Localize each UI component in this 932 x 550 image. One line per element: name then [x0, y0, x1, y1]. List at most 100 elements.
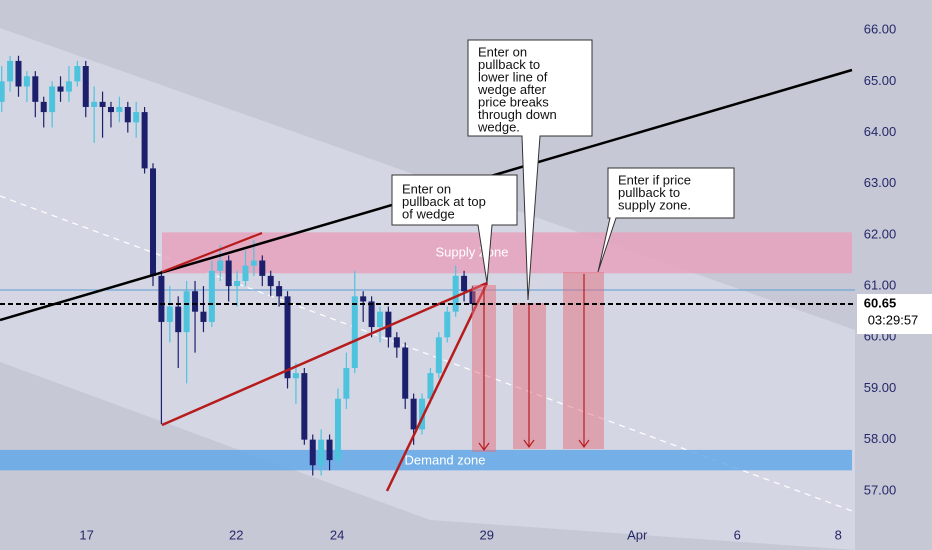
- y-tick-label: 64.00: [864, 124, 897, 139]
- candle-body: [166, 306, 173, 322]
- callout-text: through down: [478, 107, 557, 122]
- x-tick-label: 17: [79, 527, 93, 542]
- y-tick-label: 65.00: [864, 73, 897, 88]
- candle-body: [15, 60, 22, 87]
- candle-body: [116, 106, 123, 113]
- candle-body: [208, 270, 215, 322]
- channel: [0, 28, 855, 550]
- candles: [0, 55, 476, 476]
- candle-body: [444, 311, 451, 338]
- y-tick-label: 57.00: [864, 482, 897, 497]
- candle-body: [351, 296, 358, 368]
- x-tick-label: 8: [835, 527, 842, 542]
- candle-body: [427, 373, 434, 399]
- callout-text: Enter on: [402, 181, 451, 196]
- countdown: 03:29:57: [868, 312, 919, 327]
- axes: 57.0058.0059.0060.0061.0062.0063.0064.00…: [79, 22, 932, 542]
- target-arrow: [478, 274, 590, 452]
- candle-body: [276, 286, 283, 297]
- candle-body: [360, 296, 367, 302]
- candle-body: [267, 275, 274, 287]
- candle-body: [225, 260, 232, 287]
- candle-body: [82, 66, 89, 107]
- callout-box: [391, 174, 518, 284]
- y-tick-label: 63.00: [864, 175, 897, 190]
- candle-body: [377, 311, 383, 328]
- callout-text: Enter if price: [618, 172, 691, 187]
- candle-body: [234, 280, 241, 287]
- callout-text: Enter on: [478, 44, 527, 59]
- candle-body: [99, 101, 106, 107]
- candle-body: [91, 101, 98, 107]
- candle-body: [334, 398, 341, 461]
- candle-body: [133, 112, 140, 123]
- candle-body: [410, 398, 417, 430]
- price-label-box: [857, 294, 932, 335]
- candle-body: [284, 296, 291, 379]
- candle-body: [141, 112, 148, 169]
- candle-body: [318, 439, 325, 466]
- y-tick-label: 66.00: [864, 22, 897, 37]
- y-tick-label: 59.00: [864, 380, 897, 395]
- candle-body: [217, 260, 224, 271]
- x-tick-label: Apr: [627, 527, 648, 542]
- candle-body: [242, 265, 249, 281]
- candle-body: [23, 76, 30, 87]
- callout-text: supply zone.: [618, 197, 691, 212]
- y-tick-label: 62.00: [864, 226, 897, 241]
- candle-body: [343, 367, 350, 399]
- callout-text: price breaks: [478, 94, 549, 109]
- y-tick-label: 58.00: [864, 431, 897, 446]
- candle-body: [385, 311, 392, 338]
- candle-body: [402, 347, 409, 399]
- wedge-line: [385, 282, 489, 492]
- x-tick-label: 29: [480, 527, 494, 542]
- candle-body: [452, 275, 459, 312]
- wedge-line: [161, 281, 488, 427]
- candle-body: [393, 337, 400, 348]
- zone-label: Supply Zone: [436, 244, 509, 259]
- candle-body: [74, 66, 81, 82]
- callout-text: wedge after: [477, 82, 547, 97]
- candle-body: [461, 275, 468, 292]
- callout-box: [467, 39, 593, 301]
- candle-body: [368, 301, 375, 328]
- candle-body: [200, 311, 207, 322]
- callout-text: of wedge: [402, 206, 455, 221]
- candle-body: [158, 275, 165, 322]
- candle-body: [107, 106, 114, 113]
- wedge-line: [161, 231, 263, 274]
- callout-text: pullback to: [618, 185, 680, 200]
- candle-body: [292, 373, 299, 379]
- callout-text: pullback to: [478, 57, 540, 72]
- callout-text: pullback at top: [402, 194, 486, 209]
- candle-body: [435, 337, 442, 374]
- candle-body: [0, 81, 5, 102]
- x-tick-label: 22: [229, 527, 243, 542]
- candle-body: [183, 291, 190, 333]
- candle-body: [192, 291, 199, 312]
- callout-text: wedge.: [477, 119, 520, 134]
- candle-body: [301, 373, 308, 440]
- candle-body: [259, 260, 266, 276]
- x-tick-label: 24: [330, 527, 344, 542]
- candle-body: [57, 86, 64, 92]
- callout-box: [597, 167, 735, 273]
- x-tick-label: 6: [734, 527, 741, 542]
- candle-body: [124, 106, 131, 123]
- targets: [472, 272, 604, 452]
- candle-body: [309, 439, 316, 466]
- candle-body: [326, 439, 333, 461]
- candle-body: [32, 76, 39, 102]
- candle-body: [65, 81, 72, 92]
- zone-label: Demand zone: [405, 453, 486, 468]
- candle-body: [7, 60, 14, 82]
- candle-body: [40, 101, 47, 113]
- zone: [0, 449, 852, 471]
- candle-body: [250, 260, 257, 266]
- candle-body: [175, 306, 182, 333]
- callout-text: lower line of: [478, 69, 548, 84]
- candle-body: [419, 398, 426, 430]
